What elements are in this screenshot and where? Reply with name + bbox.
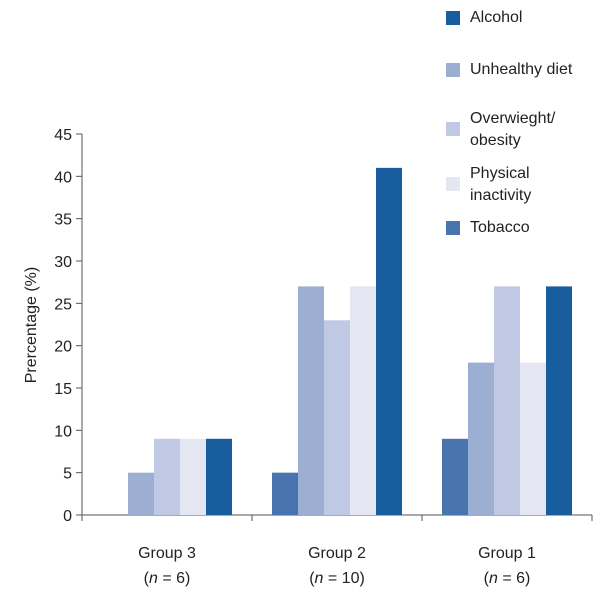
legend-label: inactivity xyxy=(470,187,531,204)
x-axis: Group 3 (n = 6) Group 2 (n = 10) Group 1 (n =… xyxy=(81,514,593,587)
category-n-label: (n = 6) xyxy=(484,570,531,587)
legend-swatch xyxy=(446,221,460,235)
legend: Alcohol Unhealthy diet Overwieght/obesity P… xyxy=(446,9,573,236)
bar-tobacco-group-2 xyxy=(272,472,298,515)
bar-overwieght-obesity-group-2 xyxy=(324,320,350,515)
y-axis: 0 5 10 15 20 25 30 35 40 45 xyxy=(54,127,83,525)
legend-label: Unhealthy diet xyxy=(470,61,573,78)
y-tick-label: 10 xyxy=(54,423,72,440)
bar-unhealthy-diet-group-3 xyxy=(128,472,154,515)
bar-physical-inactivity-group-2 xyxy=(350,286,376,515)
bar-physical-inactivity-group-3 xyxy=(180,438,206,515)
bar-overwieght-obesity-group-3 xyxy=(154,438,180,515)
legend-swatch xyxy=(446,11,460,25)
category-n-label: (n = 6) xyxy=(144,570,191,587)
legend-label: Physical xyxy=(470,165,530,182)
category-label: Group 2 xyxy=(308,545,366,562)
bar-unhealthy-diet-group-2 xyxy=(298,286,324,515)
y-tick-label: 20 xyxy=(54,339,72,356)
legend-label: Tobacco xyxy=(470,219,530,236)
y-tick-label: 15 xyxy=(54,381,72,398)
y-tick-label: 25 xyxy=(54,296,72,313)
legend-swatch xyxy=(446,177,460,191)
bar-physical-inactivity-group-1 xyxy=(520,362,546,515)
y-axis-label: Prercentage (%) xyxy=(23,267,40,384)
y-tick-label: 0 xyxy=(63,508,72,525)
bar-alcohol-group-2 xyxy=(376,167,402,515)
bar-unhealthy-diet-group-1 xyxy=(468,362,494,515)
y-tick-label: 35 xyxy=(54,212,72,229)
y-tick-label: 30 xyxy=(54,254,72,271)
bar-tobacco-group-1 xyxy=(442,438,468,515)
bars xyxy=(128,167,572,515)
legend-label: Overwieght/ xyxy=(470,110,556,127)
legend-swatch xyxy=(446,122,460,136)
legend-label: obesity xyxy=(470,132,521,149)
y-tick-label: 45 xyxy=(54,127,72,144)
y-tick-label: 40 xyxy=(54,169,72,186)
y-tick-label: 5 xyxy=(63,466,72,483)
bar-overwieght-obesity-group-1 xyxy=(494,286,520,515)
category-n-label: (n = 10) xyxy=(309,570,365,587)
bar-alcohol-group-3 xyxy=(206,438,232,515)
bar-alcohol-group-1 xyxy=(546,286,572,515)
category-label: Group 1 xyxy=(478,545,536,562)
category-label: Group 3 xyxy=(138,545,196,562)
legend-label: Alcohol xyxy=(470,9,522,26)
legend-swatch xyxy=(446,63,460,77)
